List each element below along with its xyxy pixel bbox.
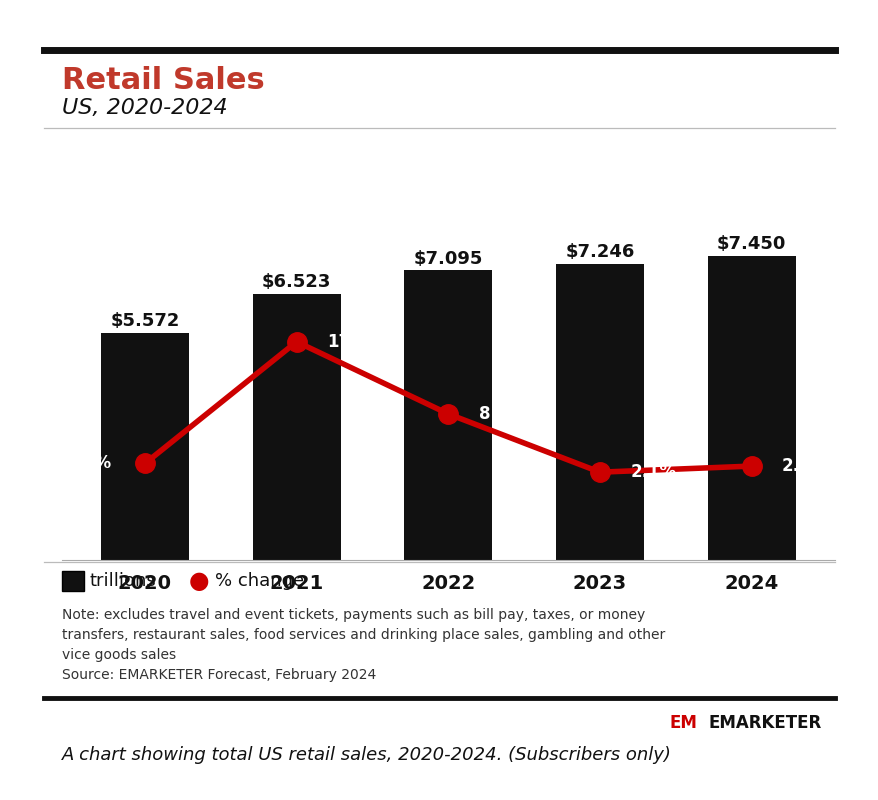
Text: US, 2020-2024: US, 2020-2024 [61, 98, 227, 118]
Bar [707, 256, 795, 560]
Text: 3.1%: 3.1% [65, 454, 112, 473]
Bar [252, 294, 340, 560]
Text: $7.450: $7.450 [716, 235, 786, 253]
Text: ●: ● [189, 569, 209, 593]
Text: % change: % change [215, 572, 304, 590]
Text: $7.095: $7.095 [414, 250, 482, 267]
Text: Note: excludes travel and event tickets, payments such as bill pay, taxes, or mo: Note: excludes travel and event tickets,… [61, 608, 664, 682]
Text: $5.572: $5.572 [110, 312, 179, 330]
Bar [101, 333, 189, 560]
Text: 8.8%: 8.8% [479, 405, 524, 423]
Bar [556, 264, 644, 560]
Text: EMARKETER: EMARKETER [708, 714, 821, 731]
Text: Retail Sales: Retail Sales [61, 66, 264, 94]
Text: $6.523: $6.523 [262, 273, 331, 291]
Text: 2.1%: 2.1% [630, 463, 676, 481]
Text: 17.1%: 17.1% [327, 333, 385, 350]
Bar [404, 270, 492, 560]
Text: EM: EM [669, 714, 697, 731]
Text: 2.8%: 2.8% [781, 457, 827, 475]
Text: $7.246: $7.246 [565, 243, 634, 262]
Text: trillions: trillions [90, 572, 156, 590]
Text: A chart showing total US retail sales, 2020-2024. (Subscribers only): A chart showing total US retail sales, 2… [61, 746, 671, 763]
